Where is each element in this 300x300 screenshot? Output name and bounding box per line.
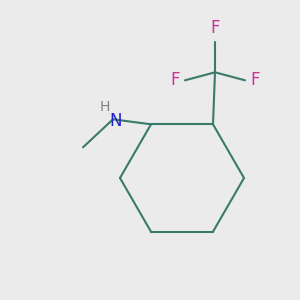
Text: N: N [110, 112, 122, 130]
Text: F: F [210, 19, 220, 37]
Text: F: F [250, 71, 260, 89]
Text: F: F [170, 71, 180, 89]
Text: H: H [100, 100, 110, 114]
